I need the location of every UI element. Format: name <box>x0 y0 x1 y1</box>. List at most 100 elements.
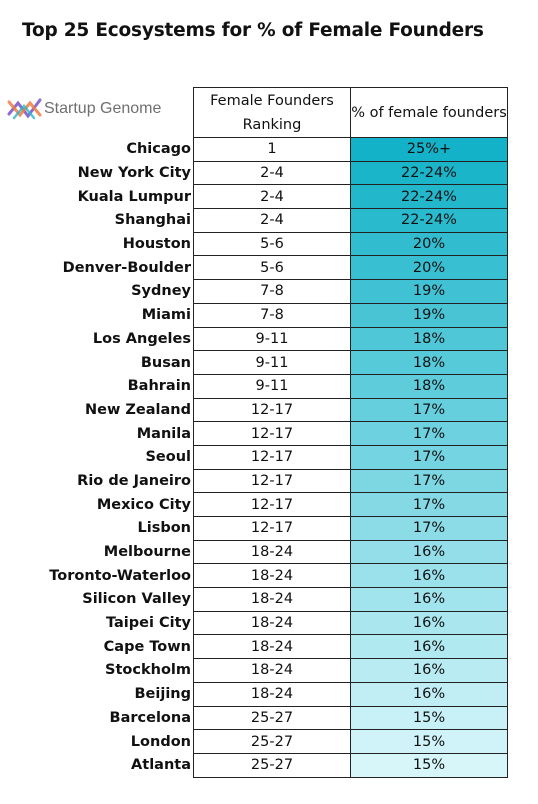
percent: 19% <box>350 302 508 328</box>
rank: 7-8 <box>193 279 351 304</box>
city: Busan <box>140 354 191 371</box>
rank: 18-24 <box>193 658 351 683</box>
rank: 7-8 <box>193 302 351 328</box>
header-row: Female Founders Ranking % of female foun… <box>16 87 508 138</box>
percent: 17% <box>350 444 508 470</box>
city: Chicago <box>126 141 191 158</box>
row: Houston 5-6 20% <box>16 231 508 257</box>
percent: 18% <box>350 373 508 399</box>
row: Denver-Boulder 5-6 20% <box>16 255 508 281</box>
percent: 17% <box>350 468 508 494</box>
city: Mexico City <box>96 496 191 513</box>
rank: 12-17 <box>193 492 351 517</box>
rank: 25-27 <box>193 729 351 754</box>
row: London 25-27 15% <box>16 729 508 754</box>
column-header: % of female founders <box>350 87 508 138</box>
table: Female Founders Ranking % of female foun… <box>16 87 508 778</box>
rank: 9-11 <box>193 350 351 375</box>
row: Melbourne 18-24 16% <box>16 539 508 565</box>
percent: 15% <box>350 729 508 754</box>
row: Stockholm 18-24 16% <box>16 658 508 683</box>
city: Houston <box>122 236 191 253</box>
rank: 5-6 <box>193 255 351 281</box>
row: Bahrain 9-11 18% <box>16 373 508 399</box>
percent: 25%+ <box>350 137 508 162</box>
percent: 16% <box>350 681 508 707</box>
city: Stockholm <box>105 662 191 679</box>
rank: 18-24 <box>193 681 351 707</box>
city: Atlanta <box>131 757 191 774</box>
rank: 12-17 <box>193 444 351 470</box>
row: Sydney 7-8 19% <box>16 279 508 304</box>
city: Seoul <box>145 449 191 466</box>
percent: 15% <box>350 752 508 778</box>
city: Shanghai <box>114 212 191 229</box>
percent: 19% <box>350 279 508 304</box>
city: Kuala Lumpur <box>77 188 191 205</box>
percent: 16% <box>350 658 508 683</box>
city: Manila <box>136 425 191 442</box>
city: Melbourne <box>103 544 191 561</box>
percent: 17% <box>350 397 508 423</box>
percent: 17% <box>350 421 508 446</box>
city: New Zealand <box>84 401 191 418</box>
rank: 25-27 <box>193 705 351 731</box>
row: Lisbon 12-17 17% <box>16 516 508 541</box>
rank: 18-24 <box>193 539 351 565</box>
percent: 22-24% <box>350 184 508 210</box>
logo-text: Startup Genome <box>44 100 162 117</box>
city: Toronto-Waterloo <box>49 567 191 584</box>
title: Top 25 Ecosystems for % of Female Founde… <box>22 20 484 41</box>
percent: 16% <box>350 634 508 660</box>
row: New York City 2-4 22-24% <box>16 160 508 186</box>
city: Barcelona <box>109 709 191 726</box>
city: New York City <box>77 165 191 182</box>
city: Beijing <box>134 686 192 703</box>
rank: 12-17 <box>193 397 351 423</box>
rank: 18-24 <box>193 634 351 660</box>
row: Cape Town 18-24 16% <box>16 634 508 660</box>
rank: 18-24 <box>193 587 351 612</box>
rank: 12-17 <box>193 516 351 541</box>
percent: 18% <box>350 326 508 352</box>
city: Bahrain <box>127 378 191 395</box>
row: Shanghai 2-4 22-24% <box>16 208 508 233</box>
column-header: Female Founders Ranking <box>193 87 351 138</box>
percent: 16% <box>350 563 508 589</box>
row: Kuala Lumpur 2-4 22-24% <box>16 184 508 210</box>
rank: 18-24 <box>193 563 351 589</box>
percent: 22-24% <box>350 160 508 186</box>
city: Cape Town <box>103 638 191 655</box>
percent: 18% <box>350 350 508 375</box>
city: Taipei City <box>105 615 191 632</box>
city: Silicon Valley <box>82 591 191 608</box>
percent: 20% <box>350 231 508 257</box>
row: Mexico City 12-17 17% <box>16 492 508 517</box>
percent: 16% <box>350 587 508 612</box>
rank: 1 <box>193 137 351 162</box>
row: Rio de Janeiro 12-17 17% <box>16 468 508 494</box>
row: Seoul 12-17 17% <box>16 444 508 470</box>
percent: 16% <box>350 539 508 565</box>
rank: 25-27 <box>193 752 351 778</box>
row: Busan 9-11 18% <box>16 350 508 375</box>
row: Miami 7-8 19% <box>16 302 508 328</box>
rank: 12-17 <box>193 468 351 494</box>
row: Manila 12-17 17% <box>16 421 508 446</box>
percent: 22-24% <box>350 208 508 233</box>
city: Rio de Janeiro <box>77 472 191 489</box>
rank: 9-11 <box>193 326 351 352</box>
percent: 16% <box>350 610 508 636</box>
row: Atlanta 25-27 15% <box>16 752 508 778</box>
city: London <box>130 733 191 750</box>
row: Beijing 18-24 16% <box>16 681 508 707</box>
rank: 2-4 <box>193 160 351 186</box>
row: Barcelona 25-27 15% <box>16 705 508 731</box>
percent: 17% <box>350 516 508 541</box>
row: Toronto-Waterloo 18-24 16% <box>16 563 508 589</box>
city: Lisbon <box>137 520 191 537</box>
row: Chicago 1 25%+ <box>16 137 508 162</box>
blank-header <box>16 88 194 138</box>
city: Los Angeles <box>92 330 191 347</box>
